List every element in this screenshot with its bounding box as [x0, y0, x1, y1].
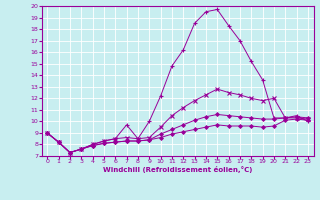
X-axis label: Windchill (Refroidissement éolien,°C): Windchill (Refroidissement éolien,°C)	[103, 166, 252, 173]
